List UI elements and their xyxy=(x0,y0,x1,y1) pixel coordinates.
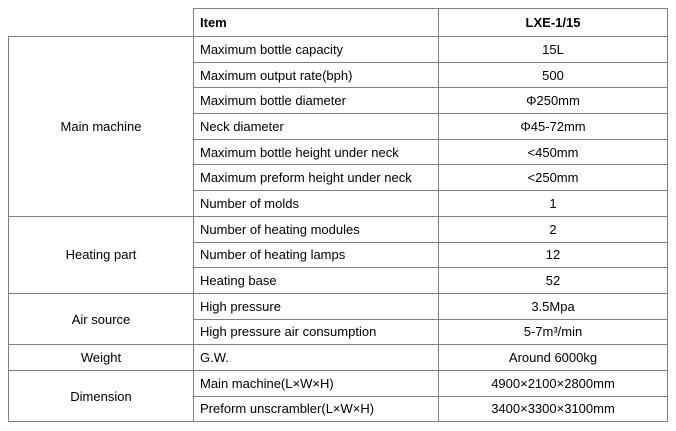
item-name: Neck diameter xyxy=(193,113,439,140)
item-value: 5-7m³/min xyxy=(438,318,668,346)
item-value: 4900×2100×2800mm xyxy=(438,369,668,397)
spec-row: High pressure air consumption 5-7m³/min xyxy=(9,318,668,346)
item-name: Preform unscrambler(L×W×H) xyxy=(193,395,439,423)
item-value: 1 xyxy=(438,190,668,217)
item-value: 500 xyxy=(438,61,668,89)
item-name: Maximum output rate(bph) xyxy=(193,61,439,89)
table-body: Item LXE-1/15 Main machine Maximum bottle… xyxy=(8,8,668,423)
spec-table: Item LXE-1/15 Main machine Maximum bottle… xyxy=(8,8,668,423)
item-value: 3400×3300×3100mm xyxy=(438,395,668,423)
item-name: Number of molds xyxy=(193,190,439,217)
item-value: 3.5Mpa xyxy=(438,292,668,320)
spec-row: Maximum preform height under neck <250mm xyxy=(9,164,668,192)
item-name: Maximum bottle height under neck xyxy=(193,138,439,166)
spec-row: Main machine Maximum bottle capacity 15L xyxy=(8,36,668,217)
item-name: Heating base xyxy=(193,267,439,294)
item-name: High pressure air consumption xyxy=(193,318,439,346)
header-model: LXE-1/15 xyxy=(438,8,668,37)
spec-row: Maximum output rate(bph) 500 xyxy=(9,61,668,89)
item-name: Maximum bottle capacity xyxy=(193,36,439,63)
item-value: 15L xyxy=(438,36,668,63)
item-value: 2 xyxy=(438,215,668,243)
item-value: 52 xyxy=(438,267,668,294)
spec-row: Weight G.W. Around 6000kg xyxy=(8,344,668,371)
spec-row: Dimension Main machine(L×W×H) 4900×2100×28… xyxy=(8,369,668,423)
item-name: Main machine(L×W×H) xyxy=(193,369,439,397)
group-name: Main machine xyxy=(8,36,194,217)
spec-row: Neck diameter Φ45-72mm xyxy=(9,113,668,140)
spec-row: Maximum bottle height under neck <450mm xyxy=(9,138,668,166)
item-value: Φ45-72mm xyxy=(438,113,668,140)
item-value: Φ250mm xyxy=(438,87,668,115)
item-value: <450mm xyxy=(438,138,668,166)
item-name: Maximum preform height under neck xyxy=(193,164,439,192)
header-row: Item LXE-1/15 xyxy=(8,8,668,37)
group-name: Air source xyxy=(8,292,194,346)
item-name: G.W. xyxy=(193,344,439,371)
item-name: Maximum bottle diameter xyxy=(193,87,439,115)
group-name: Dimension xyxy=(8,369,194,423)
spec-row: Number of heating lamps 12 xyxy=(9,241,668,269)
item-name: High pressure xyxy=(193,292,439,320)
item-name: Number of heating lamps xyxy=(193,241,439,269)
spec-row: Maximum bottle diameter Φ250mm xyxy=(9,87,668,115)
item-value: <250mm xyxy=(438,164,668,192)
item-value: 12 xyxy=(438,241,668,269)
item-value: Around 6000kg xyxy=(438,344,668,371)
spec-row: Heating part Number of heating modules 2 xyxy=(8,215,668,294)
spec-row: Preform unscrambler(L×W×H) 3400×3300×3100… xyxy=(9,395,668,423)
spec-row: Number of molds 1 xyxy=(9,190,668,217)
group-name: Heating part xyxy=(8,215,194,294)
item-name: Number of heating modules xyxy=(193,215,439,243)
header-item: Item xyxy=(193,8,439,37)
header-blank xyxy=(8,8,194,37)
group-name: Weight xyxy=(8,344,194,371)
spec-row: Air source High pressure 3.5Mpa xyxy=(8,292,668,346)
